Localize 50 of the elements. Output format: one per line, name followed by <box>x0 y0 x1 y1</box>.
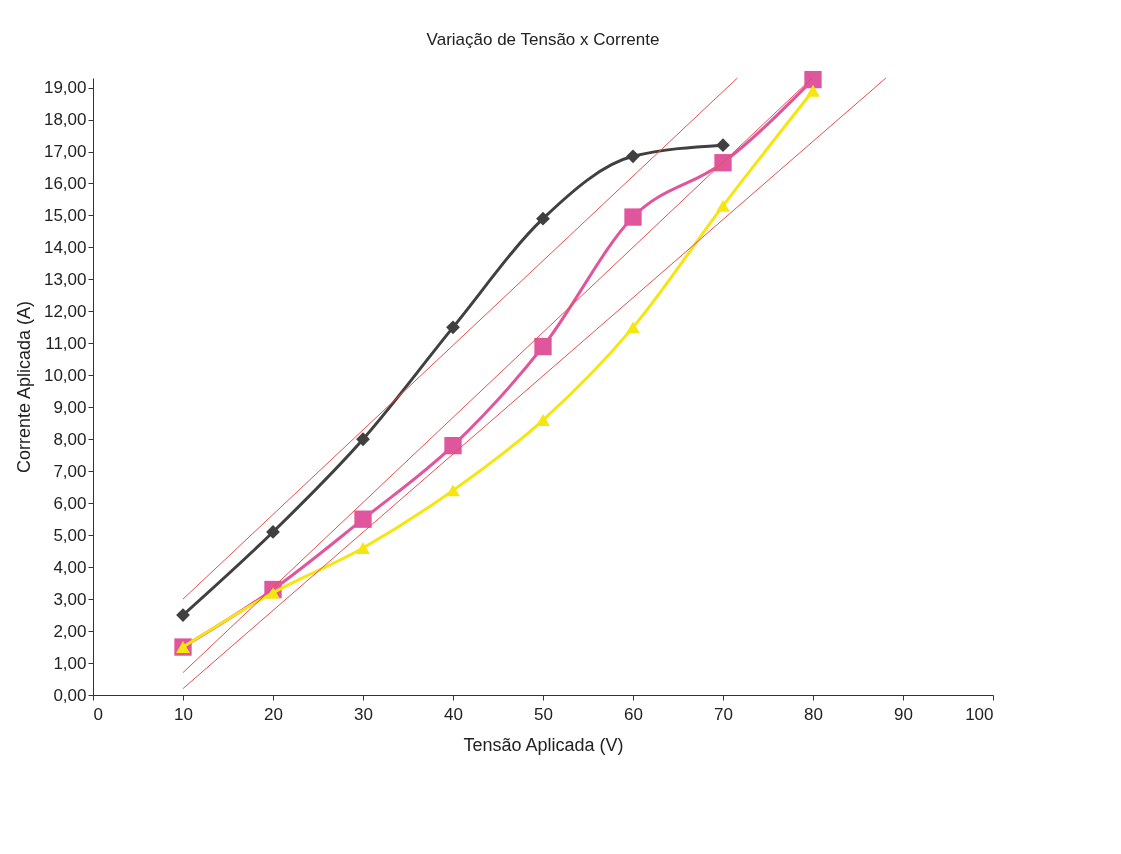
y-tick-label: 5,00 <box>53 525 87 545</box>
point <box>804 70 822 89</box>
point <box>354 510 372 528</box>
x-tick-label: 10 <box>174 704 193 724</box>
point <box>806 84 820 97</box>
point <box>624 208 642 226</box>
y-axis-title: Corrente Aplicada (A) <box>13 300 34 474</box>
point <box>716 199 730 212</box>
point <box>446 484 460 497</box>
y-tick-label: 0,00 <box>53 685 87 705</box>
x-tick-label: 50 <box>534 704 553 724</box>
y-tick-label: 12,00 <box>43 301 87 321</box>
y-tick-label: 3,00 <box>53 589 87 609</box>
point <box>534 337 552 356</box>
y-tick-label: 14,00 <box>43 237 87 257</box>
x-axis-title: Tensão Aplicada (V) <box>463 734 624 755</box>
y-tick-label: 2,00 <box>53 621 87 641</box>
y-tick-label: 18,00 <box>43 110 87 130</box>
x-tick-label: 30 <box>354 704 373 724</box>
x-tick-label: 60 <box>624 704 643 724</box>
x-tick-label: 70 <box>714 704 733 724</box>
x-tick-label: 100 <box>965 704 994 724</box>
y-tick-label: 10,00 <box>43 365 87 385</box>
x-tick-label: 80 <box>804 704 823 724</box>
y-tick-label: 19,00 <box>43 78 87 98</box>
x-tick-label: 40 <box>444 704 463 724</box>
point <box>536 414 550 427</box>
x-tick-label: 20 <box>264 704 283 724</box>
y-tick-label: 1,00 <box>53 653 87 673</box>
x-tick-label: 0 <box>93 704 103 724</box>
point <box>356 432 370 447</box>
chart-title: Variação de Tensão x Corrente <box>426 29 660 49</box>
y-tick-label: 17,00 <box>43 142 87 162</box>
y-tick-label: 4,00 <box>53 557 87 577</box>
y-tick-label: 16,00 <box>43 174 87 193</box>
y-tick-label: 6,00 <box>53 493 87 513</box>
y-tick-label: 11,00 <box>45 333 87 353</box>
y-tick-label: 9,00 <box>53 397 87 417</box>
point <box>626 321 640 334</box>
y-tick-label: 7,00 <box>53 461 87 481</box>
point <box>716 138 730 153</box>
point <box>446 320 460 335</box>
point <box>536 211 550 226</box>
y-tick-label: 13,00 <box>43 269 87 289</box>
y-tick-label: 15,00 <box>43 205 87 225</box>
point <box>356 541 370 554</box>
point <box>444 436 462 455</box>
y-tick-label: 8,00 <box>53 429 87 449</box>
x-tick-label: 90 <box>894 704 913 724</box>
point <box>626 149 640 164</box>
